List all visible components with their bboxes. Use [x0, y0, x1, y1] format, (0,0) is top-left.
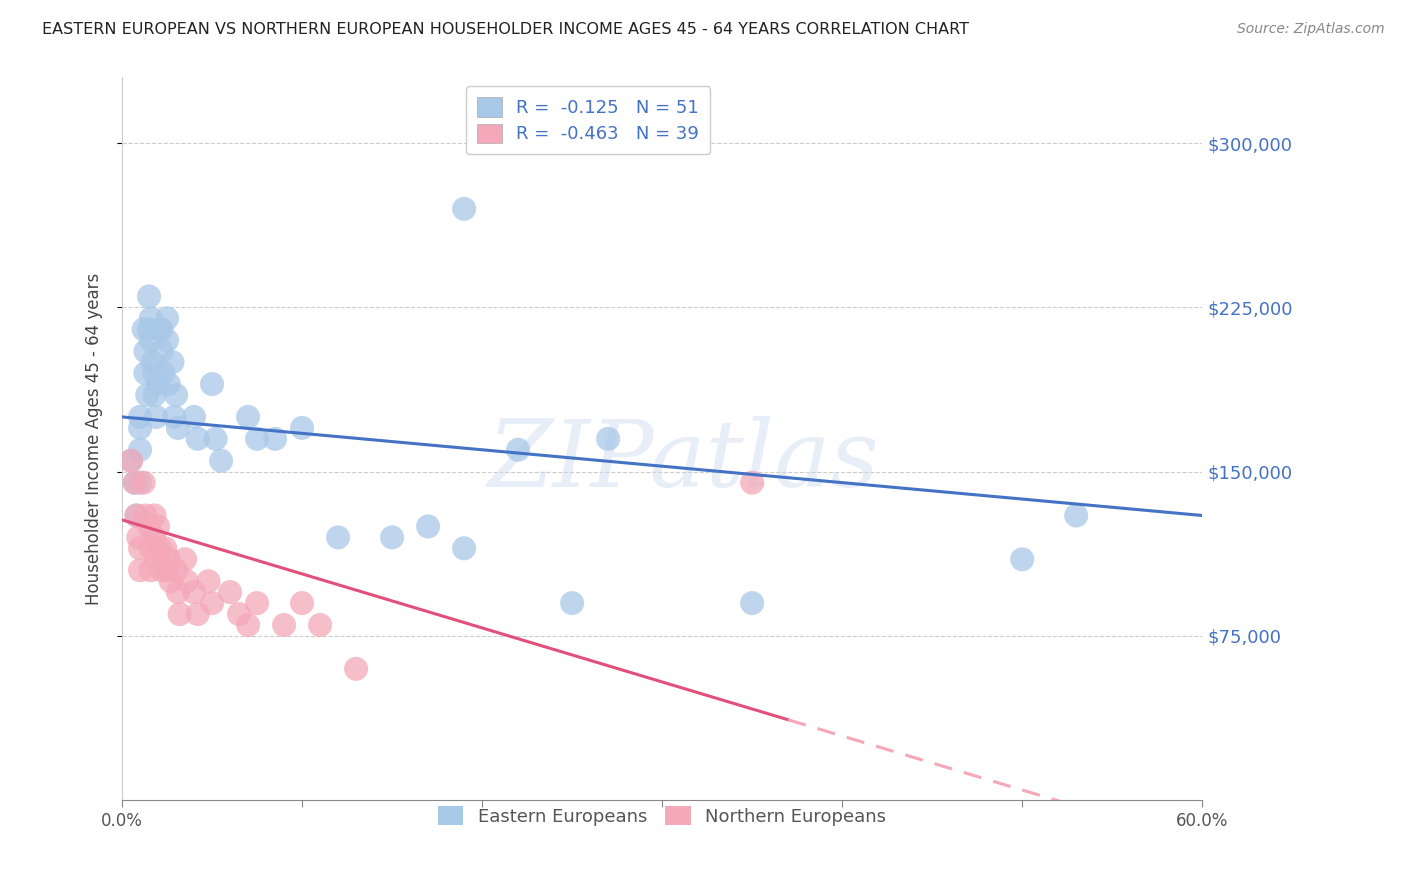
Point — [157, 377, 180, 392]
Point — [139, 563, 162, 577]
Point — [176, 574, 198, 589]
Point — [149, 322, 172, 336]
Point — [149, 541, 172, 556]
Point — [201, 596, 224, 610]
Point — [166, 421, 188, 435]
Point — [120, 454, 142, 468]
Point — [139, 311, 162, 326]
Point — [163, 409, 186, 424]
Point — [326, 530, 349, 544]
Point — [273, 618, 295, 632]
Point — [125, 508, 148, 523]
Point — [162, 355, 184, 369]
Point — [129, 442, 152, 457]
Y-axis label: Householder Income Ages 45 - 64 years: Householder Income Ages 45 - 64 years — [86, 273, 103, 605]
Point — [125, 508, 148, 523]
Point — [1011, 552, 1033, 566]
Point — [145, 409, 167, 424]
Point — [138, 289, 160, 303]
Point — [291, 596, 314, 610]
Point — [508, 442, 530, 457]
Point — [139, 333, 162, 347]
Point — [157, 552, 180, 566]
Point — [219, 585, 242, 599]
Point — [165, 388, 187, 402]
Point — [136, 388, 159, 402]
Point — [236, 618, 259, 632]
Point — [166, 585, 188, 599]
Point — [139, 541, 162, 556]
Point — [150, 563, 173, 577]
Text: Source: ZipAtlas.com: Source: ZipAtlas.com — [1237, 22, 1385, 37]
Point — [150, 344, 173, 359]
Point — [129, 475, 152, 490]
Legend: Eastern Europeans, Northern Europeans: Eastern Europeans, Northern Europeans — [429, 797, 896, 835]
Point — [146, 519, 169, 533]
Point — [246, 432, 269, 446]
Point — [150, 322, 173, 336]
Point — [129, 563, 152, 577]
Point — [598, 432, 620, 446]
Point — [138, 519, 160, 533]
Point — [143, 508, 166, 523]
Point — [416, 519, 439, 533]
Point — [156, 311, 179, 326]
Point — [264, 432, 287, 446]
Point — [146, 377, 169, 392]
Point — [741, 596, 763, 610]
Point — [187, 432, 209, 446]
Point — [145, 552, 167, 566]
Point — [169, 607, 191, 621]
Point — [187, 607, 209, 621]
Point — [183, 585, 205, 599]
Point — [741, 475, 763, 490]
Point — [152, 366, 174, 380]
Point — [561, 596, 583, 610]
Point — [197, 574, 219, 589]
Point — [453, 202, 475, 216]
Point — [159, 574, 181, 589]
Text: ZIPatlas: ZIPatlas — [488, 416, 880, 506]
Point — [129, 409, 152, 424]
Point — [134, 366, 156, 380]
Point — [155, 541, 177, 556]
Point — [132, 475, 155, 490]
Text: EASTERN EUROPEAN VS NORTHERN EUROPEAN HOUSEHOLDER INCOME AGES 45 - 64 YEARS CORR: EASTERN EUROPEAN VS NORTHERN EUROPEAN HO… — [42, 22, 969, 37]
Point — [1064, 508, 1087, 523]
Point — [165, 563, 187, 577]
Point — [381, 530, 404, 544]
Point — [124, 475, 146, 490]
Point — [143, 530, 166, 544]
Point — [246, 596, 269, 610]
Point — [309, 618, 332, 632]
Point — [156, 333, 179, 347]
Point — [209, 454, 232, 468]
Point — [124, 475, 146, 490]
Point — [156, 563, 179, 577]
Point — [138, 322, 160, 336]
Point — [143, 388, 166, 402]
Point — [129, 541, 152, 556]
Point — [127, 530, 149, 544]
Point — [236, 409, 259, 424]
Point — [142, 355, 165, 369]
Point — [120, 454, 142, 468]
Point — [174, 552, 197, 566]
Point — [291, 421, 314, 435]
Point — [201, 377, 224, 392]
Point — [344, 662, 367, 676]
Point — [134, 344, 156, 359]
Point — [143, 366, 166, 380]
Point — [134, 508, 156, 523]
Point — [204, 432, 226, 446]
Point — [453, 541, 475, 556]
Point — [183, 409, 205, 424]
Point — [129, 421, 152, 435]
Point — [228, 607, 250, 621]
Point — [132, 322, 155, 336]
